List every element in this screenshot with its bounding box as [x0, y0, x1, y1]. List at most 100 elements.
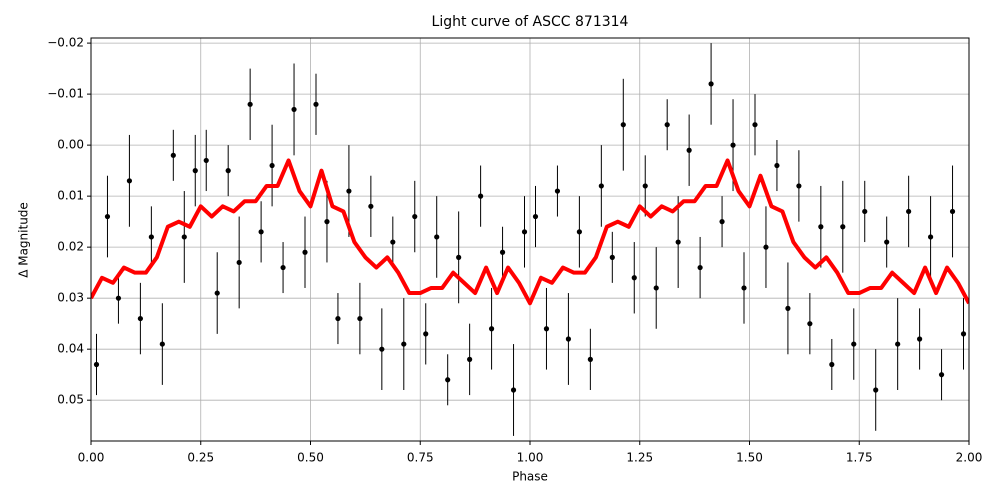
y-tick-label: −0.01: [47, 87, 84, 101]
data-point: [423, 331, 429, 337]
data-point: [938, 372, 945, 378]
data-point: [818, 224, 824, 230]
data-point: [236, 259, 242, 266]
data-point: [170, 152, 176, 158]
data-point: [445, 377, 451, 383]
data-point: [664, 122, 670, 128]
data-point: [137, 315, 143, 322]
data-point: [324, 219, 330, 225]
data-point: [697, 264, 703, 271]
y-tick-label: 0.04: [57, 342, 84, 356]
data-point: [807, 321, 813, 327]
data-point: [499, 249, 506, 255]
x-tick-label: 2.00: [956, 451, 983, 465]
data-point: [884, 239, 890, 245]
data-point: [752, 122, 758, 128]
data-point: [774, 162, 780, 169]
data-point: [763, 244, 769, 250]
data-point: [269, 162, 275, 169]
data-point: [335, 315, 341, 322]
data-point: [873, 387, 879, 393]
data-point: [346, 188, 352, 194]
x-tick-label: 0.50: [297, 451, 324, 465]
data-point: [631, 275, 637, 281]
x-tick-label: 0.75: [407, 451, 434, 465]
x-tick-label: 0.25: [187, 451, 214, 465]
data-point: [521, 229, 528, 235]
data-point: [609, 254, 615, 260]
data-point: [115, 295, 122, 301]
plot-area: [91, 43, 969, 436]
x-tick-label: 1.75: [846, 451, 873, 465]
data-point: [796, 183, 802, 189]
x-tick-label: 1.50: [736, 451, 763, 465]
data-point: [368, 203, 374, 209]
data-point: [960, 331, 967, 337]
data-point: [785, 305, 791, 311]
grid: [90, 38, 970, 441]
data-point: [357, 315, 363, 322]
data-point: [401, 341, 407, 347]
y-axis-label: Δ Magnitude: [17, 202, 31, 278]
data-point: [719, 219, 725, 225]
data-point: [895, 341, 901, 347]
data-point: [576, 229, 582, 235]
data-point: [214, 290, 220, 296]
data-point: [927, 234, 934, 240]
data-point: [565, 336, 572, 342]
data-point: [488, 326, 495, 332]
data-point: [620, 122, 626, 128]
data-point: [906, 208, 912, 215]
data-point: [93, 361, 100, 368]
data-point: [510, 387, 517, 393]
data-point: [126, 178, 133, 184]
data-point: [291, 106, 297, 113]
data-point: [412, 213, 418, 220]
y-tick-label: 0.00: [57, 138, 84, 152]
data-point: [653, 285, 659, 291]
data-point: [554, 188, 561, 194]
data-point: [280, 264, 286, 271]
data-point: [675, 239, 681, 245]
data-point: [159, 341, 165, 347]
y-tick-label: 0.05: [57, 393, 84, 407]
data-point: [478, 193, 484, 199]
data-point: [730, 142, 736, 148]
data-point: [434, 234, 440, 240]
x-tick-label: 1.00: [517, 451, 544, 465]
data-point: [302, 249, 308, 255]
x-axis-label: Phase: [512, 470, 548, 484]
y-tick-label: 0.03: [57, 291, 84, 305]
data-point: [104, 213, 111, 220]
data-point: [181, 234, 187, 240]
data-point: [708, 81, 714, 87]
y-tick-label: 0.02: [57, 240, 84, 254]
data-point: [456, 254, 462, 260]
data-point: [840, 224, 846, 230]
data-point: [192, 168, 198, 174]
x-tick-label: 0.00: [78, 451, 105, 465]
data-point: [862, 208, 868, 215]
data-point: [225, 168, 231, 174]
data-point: [203, 157, 209, 164]
y-tick-label: −0.02: [47, 36, 84, 50]
data-point: [148, 234, 154, 240]
data-point: [741, 285, 747, 291]
y-tick-label: 0.01: [57, 189, 84, 203]
ticks: 0.00 0.25 0.50 0.75 1.00 1.25 1.50 1.75 2.00 −0.0…: [47, 36, 982, 465]
data-point: [532, 213, 539, 220]
data-point: [543, 326, 550, 332]
data-point: [587, 356, 593, 362]
x-tick-label: 1.25: [626, 451, 653, 465]
data-point: [379, 346, 385, 352]
data-point: [390, 239, 396, 245]
data-point: [829, 361, 835, 368]
data-point: [642, 183, 648, 189]
data-point: [917, 336, 923, 342]
data-point: [467, 356, 473, 362]
data-point: [313, 101, 319, 107]
data-point: [258, 229, 264, 235]
data-point: [598, 183, 604, 189]
data-point: [247, 101, 253, 107]
